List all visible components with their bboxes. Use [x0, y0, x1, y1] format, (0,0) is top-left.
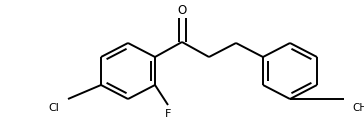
Text: O: O	[177, 3, 187, 17]
Text: Cl: Cl	[48, 103, 59, 113]
Text: F: F	[165, 109, 171, 119]
Text: CH₃: CH₃	[352, 103, 364, 113]
